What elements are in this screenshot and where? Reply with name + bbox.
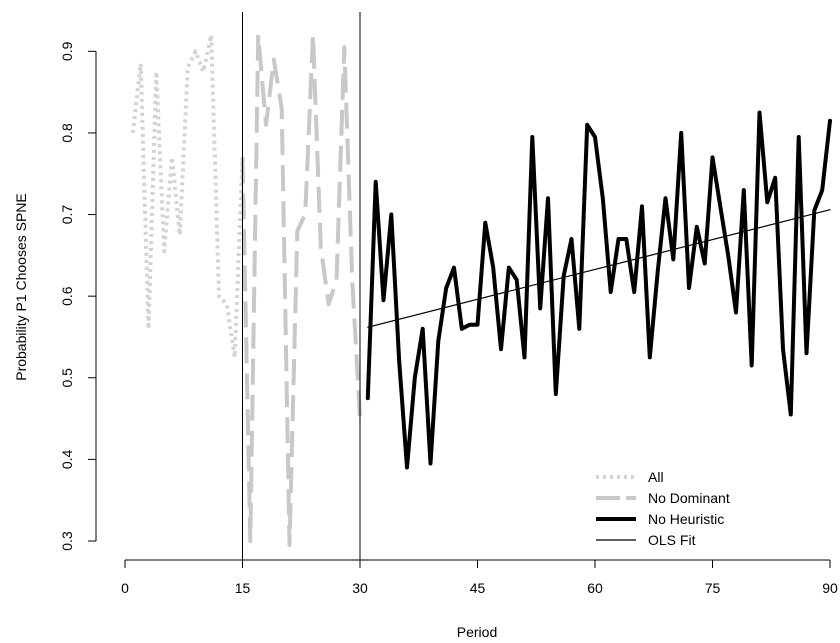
legend-label: No Heuristic [648, 511, 724, 527]
y-tick-label: 0.6 [59, 286, 75, 306]
plot-lines [130, 35, 832, 547]
x-tick-label: 75 [705, 580, 721, 596]
y-tick-label: 0.5 [59, 368, 75, 388]
y-tick-label: 0.3 [59, 531, 75, 551]
series-no-heuristic-line [365, 110, 832, 470]
x-tick-label: 45 [470, 580, 486, 596]
y-tick-label: 0.8 [59, 123, 75, 143]
x-axis: 0 15 30 45 60 75 90 [121, 559, 838, 596]
x-tick-label: 0 [121, 580, 129, 596]
legend-label: OLS Fit [648, 532, 696, 548]
x-tick-label: 15 [235, 580, 251, 596]
series-all-line [130, 35, 245, 360]
legend-label: No Dominant [648, 490, 730, 506]
x-tick-label: 60 [587, 580, 603, 596]
y-axis: 0.3 0.4 0.5 0.6 0.7 0.8 0.9 [59, 41, 97, 551]
y-tick-label: 0.9 [59, 41, 75, 61]
y-tick-label: 0.7 [59, 205, 75, 225]
legend-label: All [648, 469, 664, 485]
legend: All No Dominant No Heuristic OLS Fit [596, 469, 730, 548]
x-axis-label: Period [457, 624, 497, 640]
series-no-dominant-line [240, 35, 362, 547]
x-tick-label: 90 [822, 580, 838, 596]
series-ols-fit-line [367, 209, 831, 328]
x-tick-label: 30 [352, 580, 368, 596]
y-axis-label: Probability P1 Chooses SPNE [13, 193, 29, 381]
y-tick-label: 0.4 [59, 449, 75, 469]
